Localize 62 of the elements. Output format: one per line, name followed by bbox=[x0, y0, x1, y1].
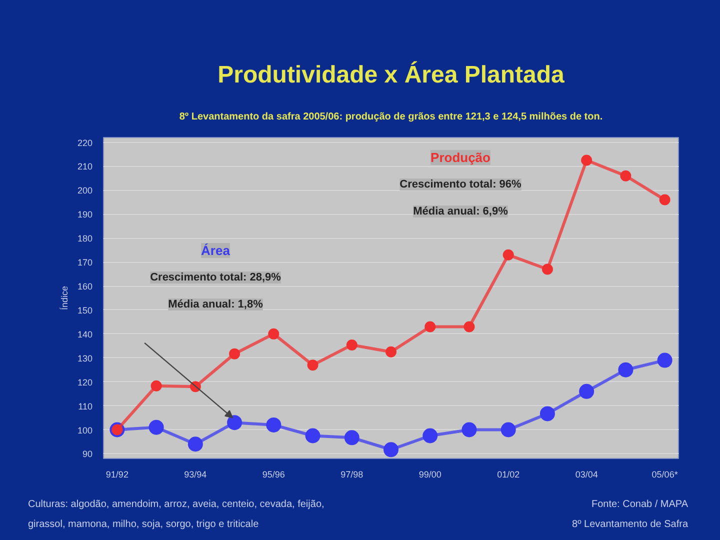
y-tick-label: 130 bbox=[77, 353, 93, 364]
point bbox=[500, 422, 516, 438]
annotation: Média anual: 6,9% bbox=[413, 206, 508, 218]
point bbox=[188, 436, 203, 452]
point bbox=[502, 249, 514, 260]
x-tick-label: 93/94 bbox=[184, 470, 207, 480]
source-note: Fonte: Conab / MAPA bbox=[591, 499, 688, 510]
point bbox=[657, 352, 672, 368]
x-tick-label: 97/98 bbox=[340, 470, 364, 480]
point bbox=[150, 380, 162, 392]
point bbox=[542, 264, 553, 275]
x-tick-label: 01/02 bbox=[497, 470, 520, 480]
y-tick-label: 150 bbox=[77, 305, 93, 316]
point bbox=[422, 428, 438, 444]
y-tick-label: 110 bbox=[78, 401, 93, 412]
point bbox=[620, 170, 632, 182]
point bbox=[307, 360, 318, 371]
annotation: Média anual: 1,8% bbox=[168, 298, 264, 310]
y-tick-label: 120 bbox=[77, 377, 93, 388]
point bbox=[384, 442, 398, 458]
y-tick-label: 180 bbox=[77, 234, 93, 244]
point bbox=[579, 384, 594, 399]
text: Produção bbox=[430, 150, 491, 165]
text: Culturas: algodão, amendoim, arroz, aveia, centeio, cevada, feijão, bbox=[28, 499, 324, 510]
point bbox=[266, 417, 282, 432]
annotation: Crescimento total: 96% bbox=[400, 178, 522, 190]
x-tick-label: 05/06* bbox=[652, 470, 678, 480]
point bbox=[581, 154, 592, 166]
y-tick-label: 200 bbox=[77, 186, 93, 196]
point bbox=[618, 362, 634, 378]
point bbox=[227, 415, 242, 430]
annotation: Crescimento total: 28,9% bbox=[150, 272, 282, 284]
y-tick-label: 190 bbox=[77, 210, 93, 220]
text: girassol, mamona, milho, soja, sorgo, trigo e triticale bbox=[28, 519, 259, 530]
point bbox=[464, 321, 475, 332]
y-tick-label: 90 bbox=[82, 449, 93, 460]
point bbox=[424, 321, 436, 332]
point bbox=[346, 339, 358, 350]
y-tick-label: 210 bbox=[77, 162, 93, 172]
point bbox=[540, 406, 555, 422]
y-tick-label: 170 bbox=[77, 258, 93, 268]
y-axis-title: Índice bbox=[59, 286, 70, 310]
point bbox=[462, 422, 477, 438]
point bbox=[268, 328, 280, 340]
y-tick-label: 100 bbox=[77, 425, 93, 436]
chart-title: Produtividade x Área Plantada bbox=[218, 60, 566, 88]
point bbox=[148, 420, 164, 435]
x-tick-label: 03/04 bbox=[575, 470, 598, 480]
text: 8º Levantamento de Safra bbox=[572, 519, 688, 530]
point bbox=[386, 346, 396, 358]
point bbox=[659, 194, 670, 206]
chart-subtitle: 8º Levantamento da safra 2005/06: produção de grãos entre 121,3 e 124,5 milhões de ton. bbox=[179, 112, 603, 122]
x-tick-label: 91/92 bbox=[106, 470, 128, 480]
point bbox=[305, 428, 320, 444]
y-tick-label: 220 bbox=[77, 138, 93, 148]
point bbox=[344, 430, 360, 446]
point bbox=[229, 348, 240, 360]
x-tick-label: 95/96 bbox=[262, 470, 285, 480]
y-tick-label: 160 bbox=[77, 282, 93, 292]
x-tick-label: 99/00 bbox=[418, 470, 442, 480]
y-tick-label: 140 bbox=[77, 329, 93, 340]
text: Área bbox=[201, 243, 231, 258]
